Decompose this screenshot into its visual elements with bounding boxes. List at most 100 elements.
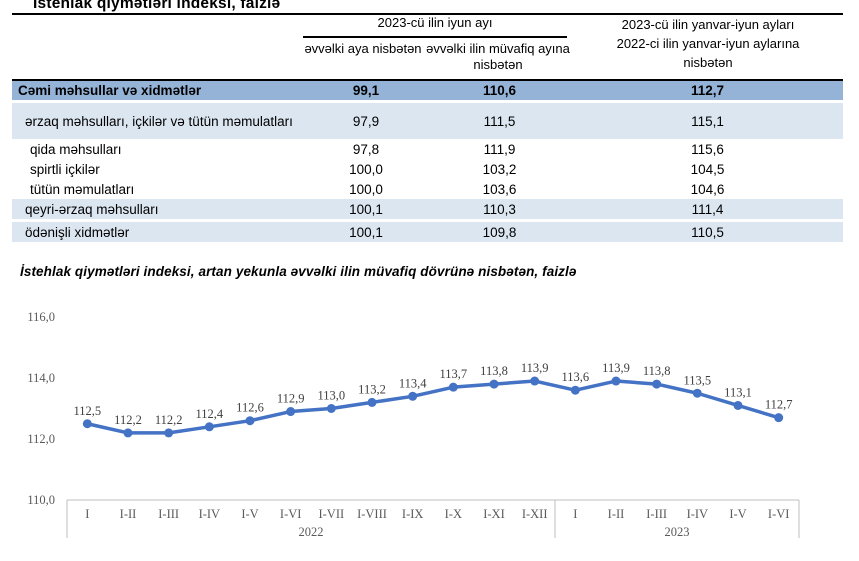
row-label: tütün məmulatları xyxy=(30,181,135,197)
data-point-label: 112,4 xyxy=(195,407,223,421)
x-axis-tick-label: I-VII xyxy=(318,507,344,521)
column-header-vs-prev-month: əvvəlki aya nisbətən xyxy=(304,41,422,56)
data-point-marker xyxy=(326,404,336,413)
data-point-marker xyxy=(530,376,540,386)
data-point-marker xyxy=(245,416,255,426)
table-row: Cəmi məhsullar və xidmətlər 99,1 110,6 112,… xyxy=(12,81,843,100)
x-axis-tick-label: I-IV xyxy=(687,507,709,521)
column-group-june-header: 2023-cü ilin iyun ayı xyxy=(303,15,567,38)
data-point-label: 113,8 xyxy=(480,364,508,378)
x-axis-tick-label: I-X xyxy=(445,507,462,521)
row-value: 104,5 xyxy=(690,161,725,177)
row-value: 103,6 xyxy=(482,181,517,197)
x-axis-tick-label: I-VI xyxy=(280,507,302,521)
data-point-label: 113,7 xyxy=(439,367,467,381)
row-value: 110,5 xyxy=(691,224,724,240)
row-value: 111,4 xyxy=(691,201,724,217)
data-point-label: 112,5 xyxy=(73,404,101,418)
row-value: 103,2 xyxy=(482,161,517,177)
row-label: qida məhsulları xyxy=(30,141,122,157)
data-point-label: 112,2 xyxy=(114,413,142,427)
table-row: ərzaq məhsulları, içkilər və tütün məmul… xyxy=(12,103,843,139)
data-point-marker xyxy=(367,397,377,407)
data-point-marker xyxy=(774,413,784,423)
y-axis-tick-label: 114,0 xyxy=(27,371,55,385)
table-row: qida məhsulları 97,8 111,9 115,6 xyxy=(12,139,843,159)
data-point-marker xyxy=(733,400,743,410)
x-axis-year-label: 2023 xyxy=(665,525,690,539)
data-point-marker xyxy=(82,419,92,429)
table-row: spirtli içkilər 100,0 103,2 104,5 xyxy=(12,159,843,179)
row-value: 115,6 xyxy=(691,141,724,157)
title-underline xyxy=(12,13,843,15)
data-point-marker xyxy=(570,385,580,395)
x-axis-tick-label: I-VIII xyxy=(357,507,387,521)
row-value: 111,9 xyxy=(483,141,516,157)
row-value: 100,0 xyxy=(349,161,383,177)
y-axis-tick-label: 116,0 xyxy=(27,310,55,324)
y-axis-tick-label: 112,0 xyxy=(27,432,55,446)
row-value: 100,1 xyxy=(349,201,383,217)
row-value: 115,1 xyxy=(691,113,724,129)
data-point-label: 113,9 xyxy=(602,361,630,375)
x-axis-tick-label: I-III xyxy=(646,507,667,521)
data-point-marker xyxy=(448,382,458,392)
data-point-marker xyxy=(489,379,499,389)
row-value: 100,1 xyxy=(349,224,383,240)
data-point-marker xyxy=(611,376,621,386)
table-header-separator xyxy=(12,79,843,81)
column-header-jan-jun: 2023-cü ilin yanvar-iyun ayları 2022-ci … xyxy=(616,17,800,70)
data-point-marker xyxy=(286,407,296,417)
column-header-vs-same-month-prev-year: əvvəlki ilin müvafiq ayına nisbətən xyxy=(426,41,570,72)
row-label: spirtli içkilər xyxy=(30,161,100,177)
table-title: İstehlak qiymətləri indeksi, faizlə xyxy=(33,0,281,12)
row-label: ərzaq məhsulları, içkilər və tütün məmul… xyxy=(25,113,293,129)
row-value: 97,9 xyxy=(352,113,380,129)
x-axis-tick-label: I xyxy=(85,507,89,521)
row-value: 112,7 xyxy=(690,83,725,98)
x-axis-tick-label: I-V xyxy=(241,507,258,521)
x-axis-tick-label: I xyxy=(573,507,577,521)
data-point-label: 113,5 xyxy=(683,373,711,387)
data-point-label: 113,2 xyxy=(358,382,386,396)
table-row: qeyri-ərzaq məhsulları 100,1 110,3 111,4 xyxy=(12,199,843,219)
data-point-label: 113,4 xyxy=(399,376,427,390)
row-value: 110,3 xyxy=(483,201,516,217)
data-point-label: 112,6 xyxy=(236,401,264,415)
x-axis-tick-label: I-XI xyxy=(483,507,505,521)
data-point-marker xyxy=(652,379,662,389)
data-point-label: 113,9 xyxy=(521,361,549,375)
data-point-marker xyxy=(123,428,133,438)
x-axis-tick-label: I-VI xyxy=(768,507,790,521)
data-point-marker xyxy=(408,391,418,401)
x-axis-tick-label: I-III xyxy=(158,507,179,521)
x-axis-tick-label: I-II xyxy=(120,507,137,521)
data-point-marker xyxy=(204,422,214,432)
table-row: ödənişli xidmətlər 100,1 109,8 110,5 xyxy=(12,222,843,242)
chart-title: İstehlak qiymətləri indeksi, artan yekun… xyxy=(20,264,577,279)
row-value: 111,5 xyxy=(483,113,516,129)
data-point-label: 112,2 xyxy=(155,413,183,427)
x-axis-tick-label: I-IV xyxy=(199,507,221,521)
x-axis-tick-label: I-II xyxy=(608,507,625,521)
row-label: Cəmi məhsullar və xidmətlər xyxy=(18,83,202,98)
x-axis-tick-label: I-XII xyxy=(522,507,548,521)
y-axis-tick-label: 110,0 xyxy=(27,493,55,507)
x-axis-tick-label: I-V xyxy=(729,507,746,521)
data-point-label: 113,0 xyxy=(317,389,345,403)
cpi-series-line xyxy=(85,379,781,435)
cpi-table-body: Cəmi məhsullar və xidmətlər 99,1 110,6 112,… xyxy=(12,81,843,242)
data-point-marker xyxy=(692,388,702,398)
row-value: 100,0 xyxy=(349,181,383,197)
data-point-label: 113,8 xyxy=(643,364,671,378)
row-value: 97,8 xyxy=(352,141,380,157)
data-point-label: 112,9 xyxy=(277,392,305,406)
table-row: tütün məmulatları 100,0 103,6 104,6 xyxy=(12,179,843,199)
data-point-label: 113,1 xyxy=(724,385,752,399)
row-value: 99,1 xyxy=(352,83,380,98)
x-axis-year-label: 2022 xyxy=(299,525,324,539)
row-label: ödənişli xidmətlər xyxy=(25,224,130,240)
row-value: 104,6 xyxy=(690,181,725,197)
